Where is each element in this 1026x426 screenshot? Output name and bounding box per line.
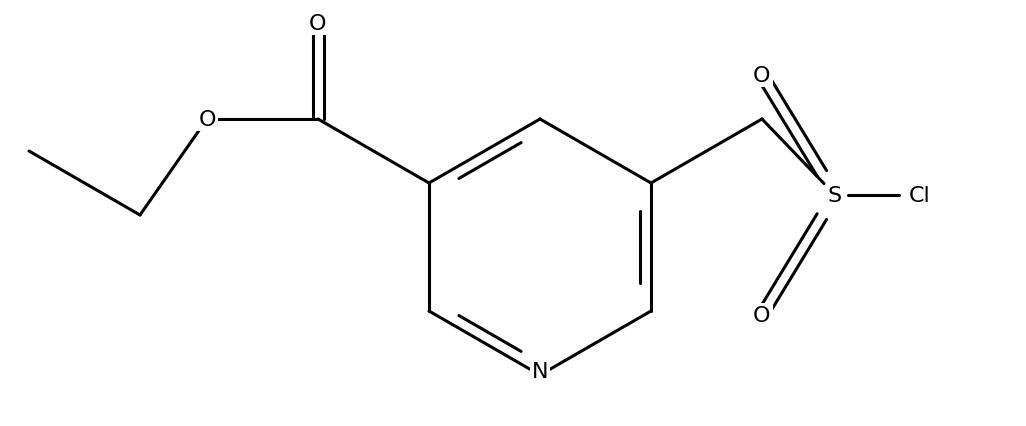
Text: N: N — [531, 361, 548, 381]
Text: O: O — [753, 66, 771, 86]
Text: Cl: Cl — [909, 186, 931, 205]
Text: O: O — [753, 305, 771, 325]
Text: O: O — [309, 14, 326, 34]
Text: S: S — [828, 186, 842, 205]
Text: O: O — [198, 110, 215, 130]
